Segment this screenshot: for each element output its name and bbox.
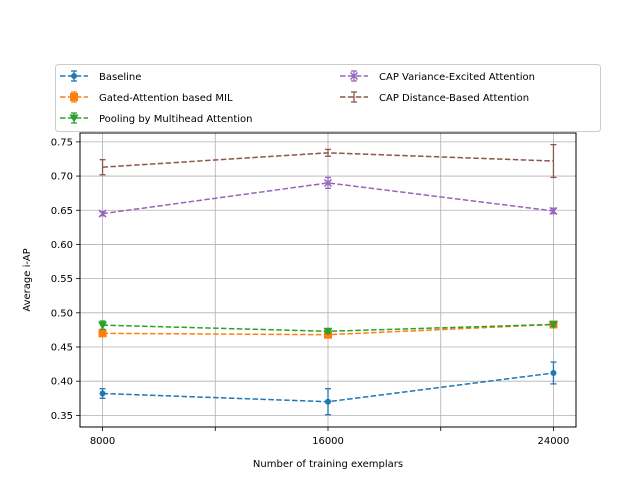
- x-tick-label: 8000: [90, 436, 115, 447]
- y-tick-label: 0.40: [51, 377, 73, 388]
- data-point: [98, 321, 108, 330]
- series-line: [102, 182, 554, 215]
- x-tick-label: 24000: [538, 436, 570, 447]
- series-4: [98, 176, 558, 218]
- data-point: [98, 329, 107, 338]
- y-tick-label: 0.45: [51, 343, 73, 354]
- data-point: [549, 206, 558, 215]
- data-point: [98, 209, 107, 218]
- y-tick-label: 0.35: [51, 411, 73, 422]
- legend-marker: [349, 71, 359, 81]
- series-1: [99, 361, 557, 416]
- y-tick-label: 0.50: [51, 308, 73, 319]
- legend-item: Gated-Attention based MIL: [60, 91, 233, 104]
- legend-box: [55, 64, 601, 132]
- legend-label: CAP Distance-Based Attention: [379, 93, 529, 104]
- legend-marker: [70, 93, 78, 101]
- legend-label: CAP Variance-Excited Attention: [379, 72, 535, 83]
- legend-item: CAP Variance-Excited Attention: [340, 70, 535, 83]
- y-tick-label: 0.65: [51, 206, 73, 217]
- series-5: [99, 143, 557, 179]
- legend-marker: [71, 73, 77, 79]
- y-axis-label: Average i-AP: [22, 248, 33, 311]
- data-point: [548, 320, 558, 329]
- legend-label: Gated-Attention based MIL: [99, 93, 233, 104]
- grid: [80, 133, 576, 427]
- legend: Baseline Gated-Attention based MIL Pooling…: [55, 64, 601, 132]
- legend-item: CAP Distance-Based Attention: [340, 91, 529, 104]
- data-point: [99, 390, 106, 397]
- series-layer: [98, 143, 558, 416]
- x-axis-label: Number of training exemplars: [253, 459, 403, 470]
- legend-item: Pooling by Multihead Attention: [60, 112, 253, 125]
- series-3: [98, 320, 558, 336]
- y-tick-label: 0.75: [51, 137, 73, 148]
- data-point: [325, 398, 331, 405]
- legend-marker: [69, 114, 79, 123]
- y-tick-label: 0.55: [51, 274, 73, 285]
- x-axis: 8000 16000 24000: [90, 427, 570, 447]
- legend-item: Baseline: [60, 70, 141, 83]
- y-tick-label: 0.60: [51, 240, 73, 251]
- data-point: [323, 327, 333, 336]
- legend-label: Pooling by Multihead Attention: [99, 114, 253, 125]
- x-tick-label: 16000: [312, 436, 344, 447]
- legend-label: Baseline: [99, 72, 141, 83]
- data-point: [550, 369, 557, 376]
- y-axis: 0.35 0.40 0.45 0.50 0.55 0.60 0.65 0.70 0.75: [51, 137, 80, 422]
- y-tick-label: 0.70: [51, 172, 73, 183]
- data-point: [323, 178, 333, 187]
